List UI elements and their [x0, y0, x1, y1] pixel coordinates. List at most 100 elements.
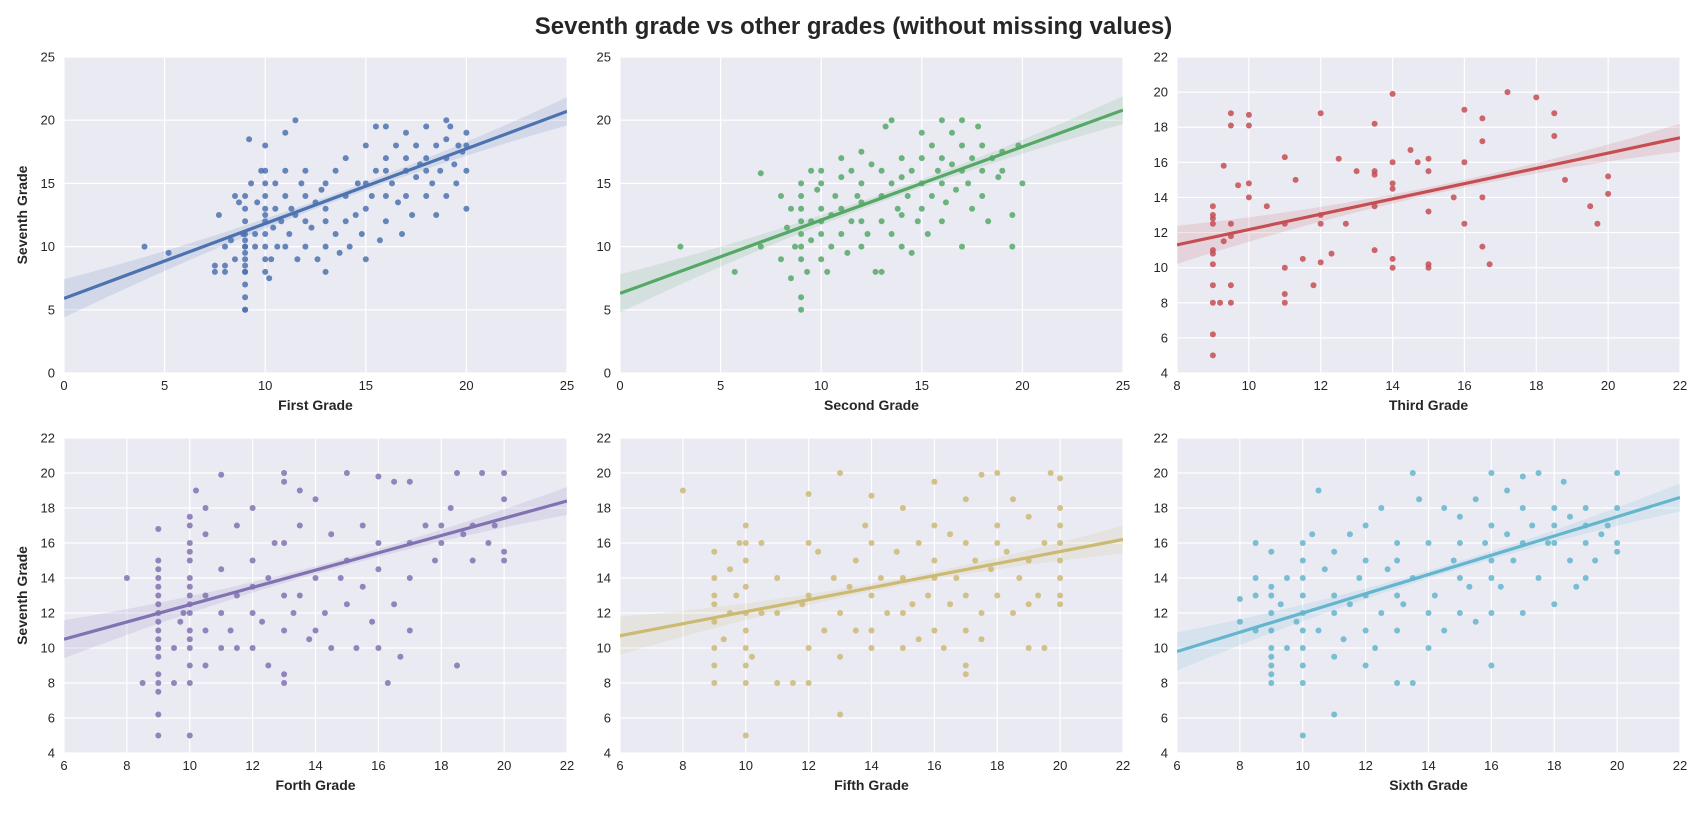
scatter-point	[296, 487, 303, 494]
scatter-point	[815, 548, 822, 555]
scatter-point	[454, 662, 460, 669]
scatter-point	[451, 161, 458, 168]
scatter-point	[727, 566, 733, 573]
x-tick-label: 18	[1547, 758, 1561, 773]
scatter-point	[1245, 122, 1252, 129]
scatter-point	[995, 174, 1002, 181]
scatter-point	[1389, 255, 1396, 262]
scatter-point	[972, 557, 979, 564]
scatter-point	[914, 218, 921, 225]
scatter-point	[382, 155, 389, 162]
scatter-point	[1252, 575, 1259, 581]
scatter-point	[1567, 513, 1573, 520]
scatter-point	[342, 218, 349, 225]
scatter-point	[858, 243, 865, 250]
scatter-point	[868, 592, 875, 599]
scatter-point	[962, 671, 969, 678]
scatter-point	[1461, 220, 1468, 227]
scatter-point	[844, 249, 851, 256]
scatter-point	[155, 601, 162, 608]
scatter-point	[858, 180, 865, 187]
y-tick-label: 0	[48, 366, 55, 381]
scatter-point	[1252, 592, 1259, 599]
scatter-point	[938, 218, 945, 225]
scatter-point	[193, 487, 199, 494]
scatter-point	[1220, 238, 1227, 245]
scatter-point	[1456, 575, 1463, 581]
scatter-point	[155, 592, 162, 599]
scatter-point	[908, 249, 915, 256]
scatter-point	[848, 167, 855, 174]
scatter-point	[1394, 680, 1401, 686]
plot-area	[64, 57, 567, 373]
scatter-point	[262, 256, 269, 263]
scatter-point	[1209, 352, 1216, 359]
scatter-point	[252, 231, 259, 237]
scatter-point	[413, 174, 420, 181]
scatter-point	[395, 199, 401, 206]
plot-area	[620, 57, 1123, 373]
scatter-point	[798, 294, 805, 301]
regression-line	[64, 109, 567, 300]
scatter-point	[155, 618, 162, 625]
scatter-point	[1425, 261, 1432, 268]
scatter-point	[155, 636, 162, 643]
scatter-point	[1035, 592, 1042, 599]
scatter-point	[165, 249, 172, 256]
scatter-point	[1057, 557, 1064, 564]
scatter-point	[254, 199, 261, 206]
scatter-point	[281, 478, 288, 485]
scatter-point	[1356, 575, 1363, 581]
regression-line	[620, 537, 1123, 638]
y-tick-label: 14	[1154, 190, 1168, 205]
scatter-point	[1353, 168, 1360, 175]
scatter-point	[262, 231, 269, 237]
y-tick-label: 18	[597, 501, 611, 516]
scatter-point	[1252, 540, 1259, 546]
scatter-point	[1057, 592, 1064, 599]
scatter-point	[1331, 592, 1338, 599]
scatter-point	[346, 243, 353, 250]
x-tick-label: 18	[990, 758, 1004, 773]
scatter-point	[1209, 299, 1216, 306]
scatter-point	[352, 212, 359, 218]
scatter-point	[382, 193, 389, 199]
scatter-point	[898, 243, 905, 250]
scatter-point	[1009, 212, 1016, 218]
scatter-point	[1025, 513, 1032, 520]
y-tick-label: 12	[597, 606, 611, 621]
scatter-point	[447, 505, 454, 511]
scatter-point	[375, 540, 382, 546]
scatter-points	[677, 117, 1026, 313]
scatter-point	[757, 243, 764, 250]
scatter-point	[318, 186, 325, 193]
scatter-point	[711, 618, 718, 625]
scatter-point	[1057, 601, 1064, 608]
scatter-point	[1317, 110, 1324, 117]
scatter-point	[222, 243, 228, 250]
scatter-point	[818, 231, 825, 237]
confidence-band	[620, 525, 1123, 655]
scatter-point	[962, 540, 969, 546]
scatter-point	[1416, 496, 1423, 503]
scatter-point	[711, 575, 718, 581]
x-tick-label: 0	[616, 378, 623, 393]
scatter-point	[1331, 548, 1338, 555]
x-axis-label: First Grade	[278, 397, 353, 413]
confidence-band	[64, 487, 567, 659]
scatter-point	[1227, 220, 1234, 227]
scatter-point	[202, 662, 209, 669]
scatter-point	[1268, 653, 1275, 660]
y-tick-label: 10	[1154, 641, 1168, 656]
scatter-point	[211, 268, 218, 275]
scatter-point	[322, 205, 329, 212]
scatter-point	[969, 205, 976, 212]
scatter-point	[1321, 566, 1328, 573]
scatter-point	[308, 224, 315, 231]
scatter-point	[262, 212, 269, 218]
scatter-point	[1425, 208, 1432, 215]
x-tick-label: 12	[245, 758, 259, 773]
y-tick-label: 12	[1154, 225, 1168, 240]
scatter-point	[894, 205, 901, 212]
scatter-point	[1409, 470, 1416, 476]
